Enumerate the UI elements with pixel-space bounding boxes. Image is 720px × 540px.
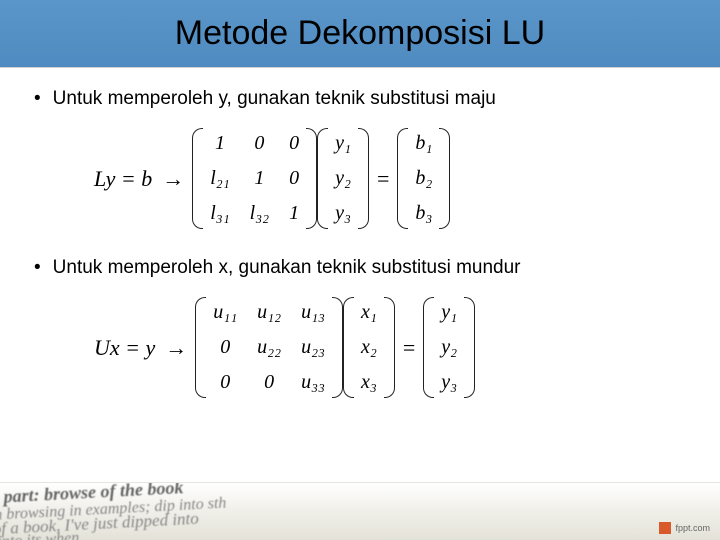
eq2-vector-x: x₁ x₂ x₃ — [343, 295, 395, 400]
bullet-dot-icon: • — [34, 258, 41, 277]
content-area: • Untuk memperoleh y, gunakan teknik sub… — [0, 68, 720, 422]
logo-text: fppt.com — [675, 523, 710, 533]
eq1-equals: = — [377, 166, 389, 192]
equation-2: Ux = y → u₁₁u₁₂u₁₃ 0u₂₂u₂₃ 00u₃₃ x₁ x₂ x… — [34, 279, 686, 422]
bullet-1-text: Untuk memperoleh y, gunakan teknik subst… — [53, 88, 496, 110]
eq1-vector-y: y₁ y₂ y₃ — [317, 126, 369, 231]
eq2-matrix-U: u₁₁u₁₂u₁₃ 0u₂₂u₂₃ 00u₃₃ — [195, 295, 343, 400]
eq2-vector-y: y₁ y₂ y₃ — [423, 295, 475, 400]
eq1-vector-b: b₁ b₂ b₃ — [397, 126, 450, 231]
eq2-equals: = — [403, 335, 415, 361]
bullet-dot-icon: • — [34, 89, 41, 108]
eq2-lhs: Ux = y — [94, 335, 155, 361]
arrow-icon: → — [162, 166, 184, 192]
slide-title: Metode Dekomposisi LU — [175, 14, 545, 53]
bullet-2: • Untuk memperoleh x, gunakan teknik sub… — [34, 257, 686, 279]
arrow-icon: → — [165, 335, 187, 361]
eq1-lhs: Ly = b — [94, 166, 152, 192]
title-bar: Metode Dekomposisi LU — [0, 0, 720, 68]
eq1-matrix-L: 100 l₂₁10 l₃₁l₃₂1 — [192, 126, 317, 231]
equation-1: Ly = b → 100 l₂₁10 l₃₁l₃₂1 y₁ y₂ y₃ = b₁… — [34, 110, 686, 253]
bullet-1: • Untuk memperoleh y, gunakan teknik sub… — [34, 88, 686, 110]
footer-background: every part: browse of the book afternoon… — [0, 482, 720, 540]
bullet-2-text: Untuk memperoleh x, gunakan teknik subst… — [53, 257, 521, 279]
logo-square-icon — [659, 522, 671, 534]
footer-logo: fppt.com — [659, 522, 710, 534]
